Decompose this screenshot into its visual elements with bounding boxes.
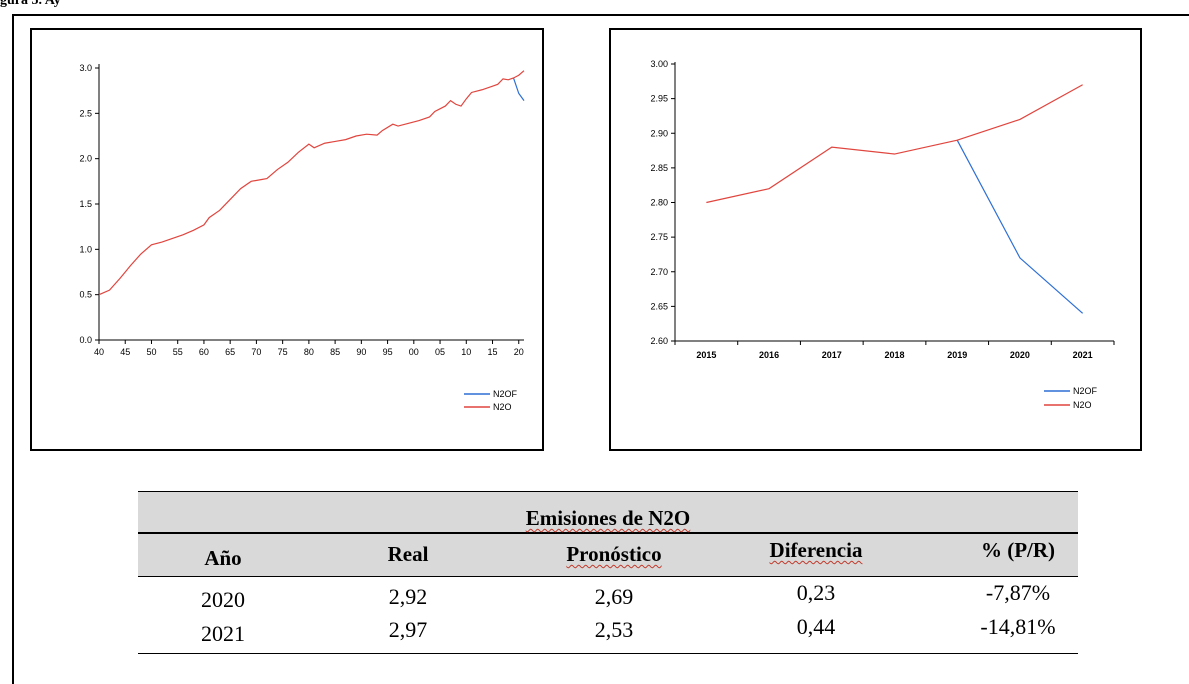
y-tick-label: 2.75: [650, 232, 668, 242]
x-tick-label: 90: [356, 347, 366, 357]
y-tick-label: 2.65: [650, 301, 668, 311]
x-tick-label: 2016: [759, 350, 779, 360]
header-percent: % (P/R): [980, 538, 1056, 562]
cell-r2-year: 2021: [201, 621, 245, 646]
table-header-row: Año Real Pronóstico Diferencia % (P/R): [138, 534, 1078, 577]
x-tick-label: 15: [488, 347, 498, 357]
cell-r2-forecast: 2,53: [594, 617, 634, 642]
series-line-n2o: [706, 84, 1083, 204]
y-tick-label: 0.5: [79, 290, 92, 300]
x-tick-label: 70: [251, 347, 261, 357]
y-tick-label: 2.80: [650, 198, 668, 208]
x-tick-label: 50: [146, 347, 156, 357]
x-tick-label: 2021: [1073, 350, 1093, 360]
series-line-n2o: [98, 70, 525, 296]
x-tick-label: 2015: [696, 350, 716, 360]
x-tick-label: 65: [225, 347, 235, 357]
y-tick-label: 2.5: [79, 108, 92, 118]
legend-label-n2of: N2OF: [1073, 386, 1098, 396]
cell-r1-difference: 0,23: [796, 580, 836, 605]
figure-top-border: [14, 14, 1189, 16]
x-tick-label: 60: [199, 347, 209, 357]
header-real: Real: [387, 542, 429, 566]
figure-caption: gura 5. Ay: [0, 0, 61, 8]
x-tick-label: 2020: [1010, 350, 1030, 360]
legend-label-n2o: N2O: [1073, 400, 1092, 410]
chart-forecast-zoom: 2.60 2.65 2.70 2.75 2.80 2.85 2.90 2.95 3.00 2015…: [609, 28, 1142, 451]
cell-r1-real: 2,92: [388, 584, 428, 609]
cell-r2-difference: 0,44: [796, 614, 836, 639]
header-year: Año: [204, 546, 242, 570]
x-tick-label: 85: [330, 347, 340, 357]
y-tick-label: 1.0: [79, 244, 92, 254]
y-tick-label: 2.60: [650, 336, 668, 346]
x-tick-label: 10: [461, 347, 471, 357]
legend-label-n2o: N2O: [493, 402, 512, 412]
x-tick-label: 80: [304, 347, 314, 357]
y-tick-label: 1.5: [79, 199, 92, 209]
y-tick-label: 2.85: [650, 163, 668, 173]
series-line-n2of: [512, 77, 525, 101]
x-tick-label: 2018: [884, 350, 904, 360]
x-tick-label: 2019: [947, 350, 967, 360]
table-body: 2020 2,92 2,69 0,23 -7,87% 2021 2,97 2,5…: [138, 577, 1078, 654]
chart-full-history-svg: 0.0 0.5 1.0 1.5 2.0 2.5 3.0 40 45 50 55 60 65 70 75 80 8…: [79, 63, 525, 412]
x-tick-label: 2017: [822, 350, 842, 360]
cell-r2-percent: -14,81%: [980, 614, 1056, 639]
cell-r2-real: 2,97: [388, 617, 428, 642]
chart-full-history: 0.0 0.5 1.0 1.5 2.0 2.5 3.0 40 45 50 55 60 65 70 75 80 8…: [30, 28, 544, 451]
x-tick-label: 95: [383, 347, 393, 357]
series-line-n2of: [956, 139, 1084, 314]
x-tick-label: 45: [120, 347, 130, 357]
x-tick-label: 20: [514, 347, 524, 357]
x-tick-label: 75: [278, 347, 288, 357]
header-forecast: Pronóstico: [566, 542, 662, 566]
table-title-row: Emisiones de N2O: [138, 491, 1078, 532]
cell-r1-forecast: 2,69: [594, 584, 634, 609]
header-difference: Diferencia: [769, 538, 863, 562]
x-tick-label: 40: [94, 347, 104, 357]
y-tick-label: 2.70: [650, 267, 668, 277]
y-tick-label: 0.0: [79, 335, 92, 345]
y-tick-label: 2.95: [650, 94, 668, 104]
emissions-table: Emisiones de N2O Año Real Pronóstico Dif…: [138, 491, 1078, 654]
cell-r1-year: 2020: [201, 587, 245, 612]
table-title-rule: [138, 532, 1078, 534]
x-tick-label: 00: [409, 347, 419, 357]
chart-forecast-zoom-svg: 2.60 2.65 2.70 2.75 2.80 2.85 2.90 2.95 3.00 2015…: [650, 59, 1115, 410]
y-tick-label: 3.0: [79, 63, 92, 73]
x-tick-label: 55: [173, 347, 183, 357]
y-tick-label: 2.90: [650, 128, 668, 138]
cell-r1-percent: -7,87%: [985, 580, 1051, 605]
table-title: Emisiones de N2O: [525, 506, 691, 530]
legend-label-n2of: N2OF: [493, 389, 518, 399]
y-tick-label: 2.0: [79, 154, 92, 164]
x-tick-label: 05: [435, 347, 445, 357]
y-tick-label: 3.00: [650, 59, 668, 69]
figure-left-border: [12, 14, 14, 684]
